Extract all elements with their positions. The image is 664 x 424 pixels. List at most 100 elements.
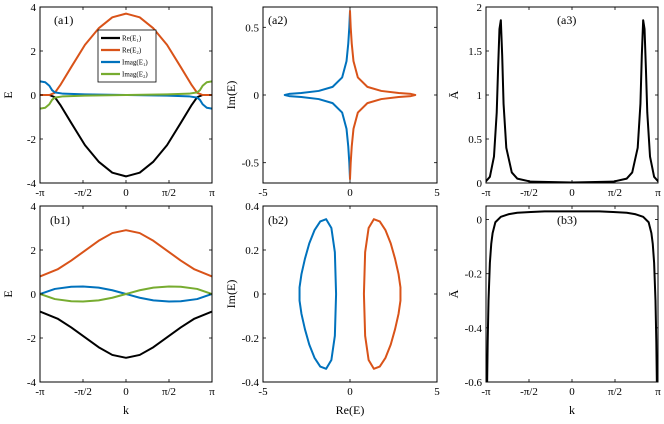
x-tick-label-a3-4: π bbox=[655, 187, 661, 199]
x-tick-label-b2-1: 0 bbox=[347, 386, 353, 398]
y-tick-label-b2-4: 0.4 bbox=[245, 201, 259, 213]
x-tick-label-b3-0: -π bbox=[481, 386, 491, 398]
y-tick-label-a3-3: 1.5 bbox=[468, 46, 482, 58]
y-tick-label-b1-2: 0 bbox=[31, 289, 37, 301]
x-tick-label-b2-2: 5 bbox=[434, 386, 440, 398]
legend-entry-3: Imag(E₁) bbox=[122, 59, 148, 67]
y-tick-label-b2-0: -0.4 bbox=[242, 377, 260, 389]
series-group-a1 bbox=[40, 12, 212, 178]
legend-entry-1: Re(E₁) bbox=[122, 35, 142, 43]
x-tick-label-a2-0: -5 bbox=[258, 187, 268, 199]
y-tick-label-a3-4: 2 bbox=[477, 2, 483, 14]
y-axis-label-b1: E bbox=[1, 290, 15, 297]
y-tick-label-a1-4: 4 bbox=[31, 2, 37, 14]
x-axis-label-b3: k bbox=[569, 403, 575, 417]
series-line-b1-1 bbox=[40, 310, 212, 359]
series-line-a1-2 bbox=[40, 12, 212, 96]
x-tick-label-b3-4: π bbox=[655, 386, 661, 398]
x-axis-label-b1: k bbox=[123, 403, 129, 417]
y-tick-label-a2-2: 0.5 bbox=[245, 22, 259, 34]
y-tick-label-a3-2: 1 bbox=[477, 90, 483, 102]
y-tick-label-b1-0: -4 bbox=[27, 377, 37, 389]
y-axis-label-b3: Ā bbox=[447, 289, 461, 298]
series-line-b1-4 bbox=[40, 285, 212, 303]
y-axis-label-a1: E bbox=[1, 91, 15, 98]
y-tick-label-a1-0: -4 bbox=[27, 178, 37, 190]
axes-frame-a3 bbox=[485, 6, 659, 184]
x-tick-label-b3-2: 0 bbox=[569, 386, 575, 398]
y-tick-label-a1-1: -2 bbox=[27, 134, 36, 146]
series-group-a2 bbox=[283, 10, 417, 180]
y-tick-label-b3-0: -0.6 bbox=[465, 377, 483, 389]
y-tick-label-a1-2: 0 bbox=[31, 90, 37, 102]
y-axis-label-a2: Im(E) bbox=[224, 81, 238, 110]
x-tick-label-b1-4: π bbox=[209, 386, 215, 398]
y-tick-label-b3-2: -0.2 bbox=[465, 269, 482, 281]
y-tick-label-b3-3: 0 bbox=[477, 215, 483, 227]
series-group-b1 bbox=[40, 229, 212, 359]
axes-frame-b3 bbox=[485, 205, 659, 383]
series-line-b2-1 bbox=[298, 218, 338, 370]
y-tick-label-b2-1: -0.2 bbox=[242, 333, 259, 345]
panel-a1: -π -π/2 0 π/2 π -4 -2 0 2 4 E (a1) Re(E₁) Re(E₂) Imag(… bbox=[1, 2, 215, 199]
legend-entry-2: Re(E₂) bbox=[122, 47, 142, 55]
y-tick-label-a1-3: 2 bbox=[31, 46, 37, 58]
x-tick-label-a3-0: -π bbox=[481, 187, 491, 199]
series-line-b2-2 bbox=[362, 218, 402, 370]
x-tick-label-a2-2: 5 bbox=[434, 187, 440, 199]
axes-frame-b2 bbox=[262, 205, 438, 383]
x-axis-label-b2: Re(E) bbox=[336, 403, 365, 417]
y-tick-label-b2-3: 0.2 bbox=[245, 245, 259, 257]
axes-frame-a2 bbox=[262, 6, 438, 184]
series-line-a2-2 bbox=[349, 10, 417, 180]
legend-a1: Re(E₁) Re(E₂) Imag(E₁) Imag(E₂) bbox=[97, 29, 157, 83]
series-line-a2-1 bbox=[283, 10, 351, 180]
y-axis-label-b2: Im(E) bbox=[224, 280, 238, 309]
y-tick-label-a3-1: 0.5 bbox=[468, 134, 482, 146]
x-tick-label-a1-2: 0 bbox=[123, 187, 129, 199]
series-line-a1-4 bbox=[40, 80, 212, 110]
x-tick-label-b3-1: -π/2 bbox=[520, 386, 538, 398]
series-group-a3 bbox=[486, 19, 658, 183]
legend-entry-4: Imag(E₂) bbox=[122, 71, 148, 79]
y-tick-label-b1-3: 2 bbox=[31, 245, 37, 257]
x-tick-label-b1-1: -π/2 bbox=[74, 386, 92, 398]
y-tick-label-b3-1: -0.4 bbox=[465, 323, 483, 335]
x-tick-label-b2-0: -5 bbox=[258, 386, 268, 398]
y-tick-label-a3-0: 0 bbox=[477, 178, 483, 190]
y-tick-label-b1-1: -2 bbox=[27, 333, 36, 345]
x-tick-label-b1-0: -π bbox=[35, 386, 45, 398]
panel-label-b3: (b3) bbox=[557, 213, 577, 227]
series-line-b3-1 bbox=[486, 210, 658, 382]
series-group-b2 bbox=[298, 218, 402, 370]
panel-label-b1: (b1) bbox=[50, 213, 70, 227]
y-tick-label-b2-2: 0 bbox=[254, 289, 260, 301]
x-tick-label-a1-3: π/2 bbox=[162, 187, 176, 199]
panel-a3: -π -π/2 0 π/2 π 0 0.5 1 1.5 2 Ā (a3) bbox=[447, 2, 661, 199]
x-tick-label-b1-3: π/2 bbox=[162, 386, 176, 398]
series-group-b3 bbox=[486, 210, 658, 382]
x-tick-label-b1-2: 0 bbox=[123, 386, 129, 398]
series-line-a3-1 bbox=[486, 19, 658, 183]
panel-b3: -π -π/2 0 π/2 π -0.6 -0.4 -0.2 0 k Ā (b3) bbox=[447, 205, 661, 417]
panel-label-a2: (a2) bbox=[268, 13, 287, 27]
panel-a2: -5 0 5 -0.5 0 0.5 Im(E) (a2) bbox=[224, 6, 440, 199]
y-tick-label-a2-0: -0.5 bbox=[242, 158, 260, 170]
panel-label-b2: (b2) bbox=[268, 213, 288, 227]
panel-label-a1: (a1) bbox=[54, 13, 73, 27]
x-tick-label-b3-3: π/2 bbox=[608, 386, 622, 398]
series-line-a1-1 bbox=[40, 94, 212, 178]
y-axis-label-a3: Ā bbox=[447, 90, 461, 99]
panel-b1: -π -π/2 0 π/2 π -4 -2 0 2 4 k E (b1) bbox=[1, 201, 215, 417]
x-tick-label-a1-1: -π/2 bbox=[74, 187, 92, 199]
y-tick-label-a2-1: 0 bbox=[254, 90, 260, 102]
x-tick-label-a1-0: -π bbox=[35, 187, 45, 199]
series-line-b1-2 bbox=[40, 229, 212, 278]
x-tick-label-a1-4: π bbox=[209, 187, 215, 199]
x-tick-label-a3-1: -π/2 bbox=[520, 187, 538, 199]
y-tick-label-b1-4: 4 bbox=[31, 201, 37, 213]
panel-b2: -5 0 5 -0.4 -0.2 0 0.2 0.4 Re(E) Im(E) (b2) bbox=[224, 201, 440, 417]
x-tick-label-a3-3: π/2 bbox=[608, 187, 622, 199]
